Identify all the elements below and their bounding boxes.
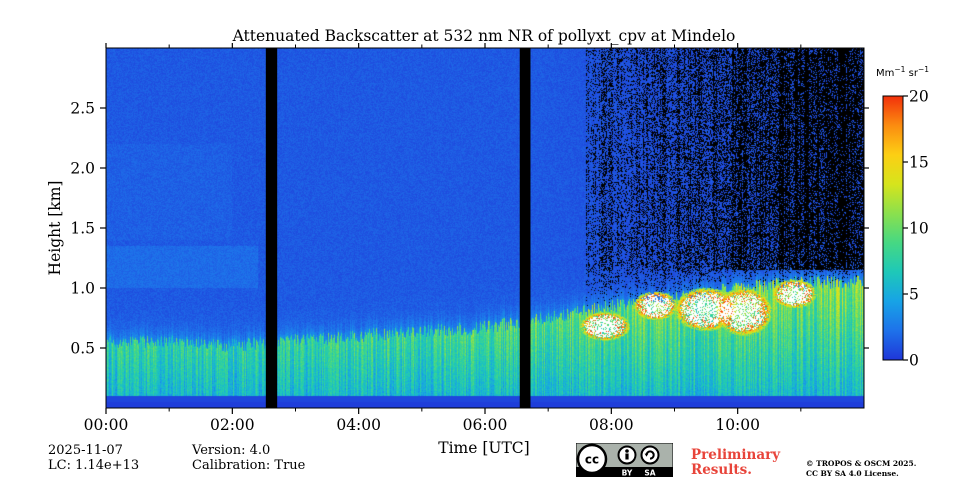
share-alike-icon xyxy=(640,445,660,465)
colorbar-tick-label: 20 xyxy=(909,88,929,106)
y-tick-label: 1.0 xyxy=(70,280,95,298)
backscatter-heatmap xyxy=(106,48,864,408)
data-gap-bar xyxy=(519,48,531,408)
copyright-note: © TROPOS & OSCM 2025. CC BY SA 4.0 Licen… xyxy=(806,459,956,479)
colorbar-tick-label: 10 xyxy=(909,220,929,238)
footer-middle: Version: 4.0 Calibration: True xyxy=(192,443,305,473)
y-axis: 0.5 1.0 1.5 2.0 2.5 xyxy=(70,100,869,358)
attribution-icon xyxy=(617,445,637,465)
lidar-constant-text: LC: 1.14e+13 xyxy=(48,458,140,473)
x-tick-label: 02:00 xyxy=(210,416,255,434)
plot-area xyxy=(105,47,865,409)
badge-by-text: BY xyxy=(622,469,633,478)
colorbar-tick-label: 15 xyxy=(909,154,929,172)
badge-sa-text: SA xyxy=(644,469,655,478)
date-text: 2025-11-07 xyxy=(48,443,123,458)
svg-text:cc: cc xyxy=(585,453,599,467)
y-tick-label: 1.5 xyxy=(70,220,95,238)
x-tick-label: 06:00 xyxy=(463,416,508,434)
x-axis-label: Time [UTC] xyxy=(438,439,529,457)
x-tick-label: 00:00 xyxy=(84,416,129,434)
colorbar-ticks: 0 5 10 15 20 xyxy=(903,88,929,370)
x-tick-label: 10:00 xyxy=(715,416,760,434)
colorbar-gradient xyxy=(883,96,903,360)
data-gaps xyxy=(265,48,531,408)
y-tick-label: 0.5 xyxy=(70,340,95,358)
copyright-line-2: CC BY SA 4.0 License. xyxy=(806,469,899,478)
colorbar: 0 5 10 15 20 Mm−1 sr−1 xyxy=(876,65,929,370)
footer-left: 2025-11-07 LC: 1.14e+13 xyxy=(48,443,139,473)
version-text: Version: 4.0 xyxy=(192,443,271,458)
preliminary-line-1: Preliminary xyxy=(691,447,781,463)
y-tick-label: 2.5 xyxy=(70,100,95,118)
y-axis-label: Height [km] xyxy=(46,181,64,276)
cc-logo-icon: cc xyxy=(576,443,608,475)
colorbar-tick-label: 0 xyxy=(909,352,919,370)
copyright-line-1: © TROPOS & OSCM 2025. xyxy=(806,459,917,468)
colorbar-unit-label: Mm−1 sr−1 xyxy=(876,65,929,79)
colorbar-tick-label: 5 xyxy=(909,286,919,304)
preliminary-note: Preliminary Results. xyxy=(691,448,801,478)
cc-license-badge: cc BY SA xyxy=(576,443,673,477)
x-tick-label: 04:00 xyxy=(336,416,381,434)
x-axis: 00:00 02:00 04:00 06:00 08:00 10:00 xyxy=(84,43,802,434)
x-tick-label: 08:00 xyxy=(589,416,634,434)
y-tick-label: 2.0 xyxy=(70,160,95,178)
preliminary-line-2: Results. xyxy=(691,462,752,478)
data-gap-bar xyxy=(265,48,278,408)
chart-title: Attenuated Backscatter at 532 nm NR of p… xyxy=(232,27,736,45)
calibration-text: Calibration: True xyxy=(192,458,306,473)
